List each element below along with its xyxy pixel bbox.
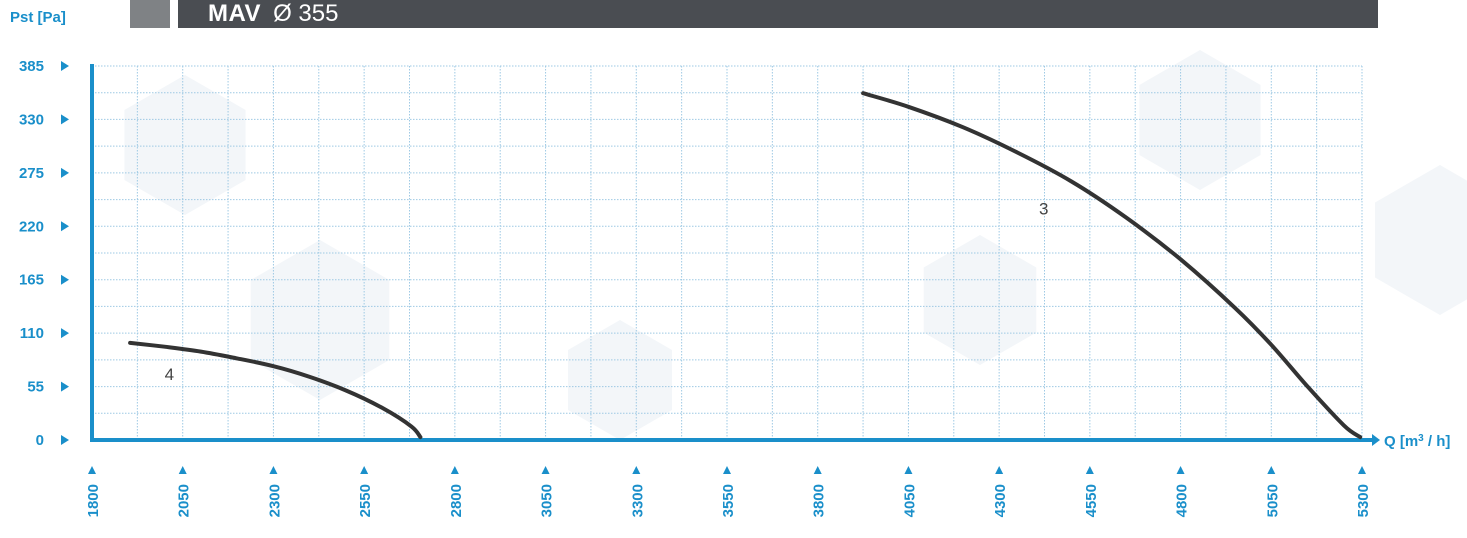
model-name: MAV [208, 0, 262, 27]
x-tick-marker [1267, 466, 1276, 474]
x-tick-marker [541, 466, 550, 474]
grid-lines [91, 65, 1363, 441]
x-tick-label: 5050 [1264, 484, 1281, 517]
x-tick-marker [360, 466, 369, 474]
x-axis-title: Q [m3 / h] [1384, 433, 1450, 450]
x-tick-label: 3300 [629, 484, 646, 517]
y-tick-marker [61, 61, 69, 71]
series-label-4: 4 [165, 365, 174, 384]
x-tick-marker [88, 466, 96, 474]
y-tick-label: 220 [19, 218, 44, 235]
y-tick-marker [61, 381, 69, 392]
y-axis-title: Pst [Pa] [10, 9, 66, 26]
x-tick-label: 2800 [448, 484, 465, 517]
x-tick-marker [995, 466, 1004, 474]
x-tick-label: 3800 [811, 484, 828, 517]
series-label-3: 3 [1039, 200, 1048, 219]
x-axis-arrow [1372, 434, 1380, 446]
x-tick-label: 5300 [1355, 484, 1372, 517]
x-tick-label: 4550 [1083, 484, 1100, 517]
x-tick-label: 2550 [357, 484, 374, 517]
x-tick-marker [813, 466, 822, 474]
y-tick-marker [61, 435, 69, 445]
y-tick-label: 165 [19, 272, 44, 289]
y-tick-label: 330 [19, 111, 44, 128]
bg-hexagon [1139, 50, 1261, 190]
series-line-3 [861, 91, 1363, 440]
series-line-4 [128, 340, 423, 440]
bg-hexagon [923, 235, 1037, 365]
x-tick-marker [1176, 466, 1185, 474]
y-tick-label: 275 [19, 165, 44, 182]
x-tick-marker [450, 466, 459, 474]
y-tick-label: 385 [19, 58, 44, 75]
x-tick-label: 2300 [266, 484, 283, 517]
x-tick-label: 1800 [85, 484, 102, 517]
bg-hexagon [568, 320, 672, 440]
y-tick-label: 55 [27, 379, 44, 396]
x-tick-marker [269, 466, 278, 474]
x-tick-label: 4800 [1174, 484, 1191, 517]
y-tick-label: 0 [36, 432, 44, 449]
y-tick-marker [61, 167, 69, 178]
bg-hexagon [1375, 165, 1467, 315]
x-tick-marker [723, 466, 731, 474]
y-tick-marker [61, 328, 69, 339]
model-diameter: Ø 355 [273, 0, 339, 27]
x-tick-marker [1358, 466, 1366, 474]
x-tick-marker [1085, 466, 1094, 474]
x-tick-label: 4300 [992, 484, 1009, 517]
x-tick-label: 3050 [539, 484, 556, 517]
header-accent-square [130, 0, 170, 28]
bg-hexagon [124, 75, 246, 215]
x-tick-marker [632, 466, 641, 474]
y-tick-label: 110 [20, 325, 44, 342]
y-tick-marker [61, 221, 69, 232]
y-tick-marker [61, 274, 69, 285]
x-tick-label: 3550 [720, 484, 737, 517]
x-tick-label: 4050 [901, 484, 918, 517]
y-tick-marker [61, 114, 69, 125]
x-tick-label: 2050 [176, 484, 193, 517]
chart-header: MAV Ø 355 [178, 0, 1378, 28]
x-tick-marker [178, 466, 187, 474]
x-tick-marker [904, 466, 913, 474]
